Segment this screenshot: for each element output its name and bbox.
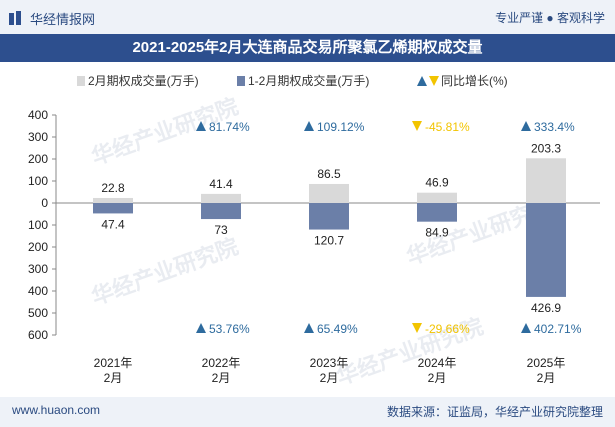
y-tick-label: 300 bbox=[28, 130, 48, 144]
month-growth-label: 81.74% bbox=[209, 120, 250, 134]
y-tick-label: 400 bbox=[28, 108, 48, 122]
legend-down-triangle bbox=[429, 76, 439, 86]
cum-growth-up-icon bbox=[521, 323, 531, 333]
legend-up-triangle bbox=[417, 76, 427, 86]
bar-month bbox=[526, 158, 566, 203]
month-growth-up-icon bbox=[304, 121, 314, 131]
y-tick-label: 300 bbox=[28, 262, 48, 276]
data-label-month: 46.9 bbox=[425, 176, 449, 190]
month-growth-down-icon bbox=[412, 121, 422, 131]
legend-label-cum: 1-2月期权成交量(万手) bbox=[248, 73, 369, 88]
tagline: 专业严谨 ● 客观科学 bbox=[495, 11, 605, 25]
x-tick-label: 2023年 2月 bbox=[310, 356, 349, 385]
data-label-cumulative: 73 bbox=[214, 223, 228, 237]
legend-label-month: 2月期权成交量(万手) bbox=[88, 73, 199, 88]
brand-name: 华经情报网 bbox=[30, 12, 96, 27]
bar-cumulative bbox=[309, 203, 349, 230]
cum-growth-label: 65.49% bbox=[317, 322, 358, 336]
watermark-text: 华经产业研究院 bbox=[88, 234, 241, 310]
bar-month bbox=[309, 183, 349, 203]
bar-cumulative bbox=[201, 203, 241, 220]
month-growth-label: -45.81% bbox=[425, 120, 470, 134]
x-tick-label: 2025年 2月 bbox=[527, 356, 566, 385]
y-tick-label: 100 bbox=[28, 174, 48, 188]
bar-month bbox=[93, 197, 133, 203]
legend: 2月期权成交量(万手) 1-2月期权成交量(万手) 同比增长(%) bbox=[77, 73, 508, 88]
cum-growth-label: 53.76% bbox=[209, 322, 250, 336]
month-growth-label: 333.4% bbox=[534, 120, 575, 134]
data-label-month: 41.4 bbox=[209, 177, 233, 191]
cum-growth-down-icon bbox=[412, 323, 422, 333]
data-label-month: 22.8 bbox=[101, 181, 125, 195]
legend-swatch-month bbox=[77, 76, 85, 86]
y-tick-label: 200 bbox=[28, 152, 48, 166]
cum-growth-up-icon bbox=[196, 323, 206, 333]
y-tick-label: 0 bbox=[41, 196, 48, 210]
month-growth-up-icon bbox=[521, 121, 531, 131]
y-tick-label: 500 bbox=[28, 306, 48, 320]
data-label-cumulative: 84.9 bbox=[425, 226, 449, 240]
chart-title: 2021-2025年2月大连商品交易所聚氯乙烯期权成交量 bbox=[132, 39, 483, 56]
data-label-month: 203.3 bbox=[531, 141, 561, 155]
y-tick-label: 400 bbox=[28, 284, 48, 298]
bar-cumulative bbox=[417, 203, 457, 222]
data-source: 数据来源：证监局，华经产业研究院整理 bbox=[386, 405, 603, 419]
cum-growth-label: 402.71% bbox=[534, 322, 582, 336]
bar-cumulative bbox=[526, 203, 566, 297]
cum-growth-up-icon bbox=[304, 323, 314, 333]
y-tick-label: 200 bbox=[28, 240, 48, 254]
bottom-bar bbox=[0, 397, 615, 427]
legend-swatch-cum bbox=[237, 76, 245, 86]
legend-label-yoy: 同比增长(%) bbox=[441, 74, 508, 88]
site-url: www.huaon.com bbox=[12, 403, 101, 417]
bar-cumulative bbox=[93, 203, 133, 214]
bar-month bbox=[201, 193, 241, 203]
data-label-cumulative: 120.7 bbox=[314, 234, 344, 248]
bar-month bbox=[417, 192, 457, 203]
x-tick-label: 2024年 2月 bbox=[418, 356, 457, 385]
top-bar bbox=[0, 0, 615, 34]
month-growth-label: 109.12% bbox=[317, 120, 365, 134]
data-label-month: 86.5 bbox=[317, 167, 341, 181]
logo-icon bbox=[9, 11, 21, 25]
cum-growth-label: -29.66% bbox=[425, 322, 470, 336]
month-growth-up-icon bbox=[196, 121, 206, 131]
data-label-cumulative: 47.4 bbox=[101, 217, 125, 231]
x-tick-label: 2021年 2月 bbox=[94, 356, 133, 385]
y-tick-label: 100 bbox=[28, 218, 48, 232]
y-tick-label: 600 bbox=[28, 328, 48, 342]
data-label-cumulative: 426.9 bbox=[531, 301, 561, 315]
x-tick-label: 2022年 2月 bbox=[202, 356, 241, 385]
title-bar bbox=[0, 34, 615, 62]
